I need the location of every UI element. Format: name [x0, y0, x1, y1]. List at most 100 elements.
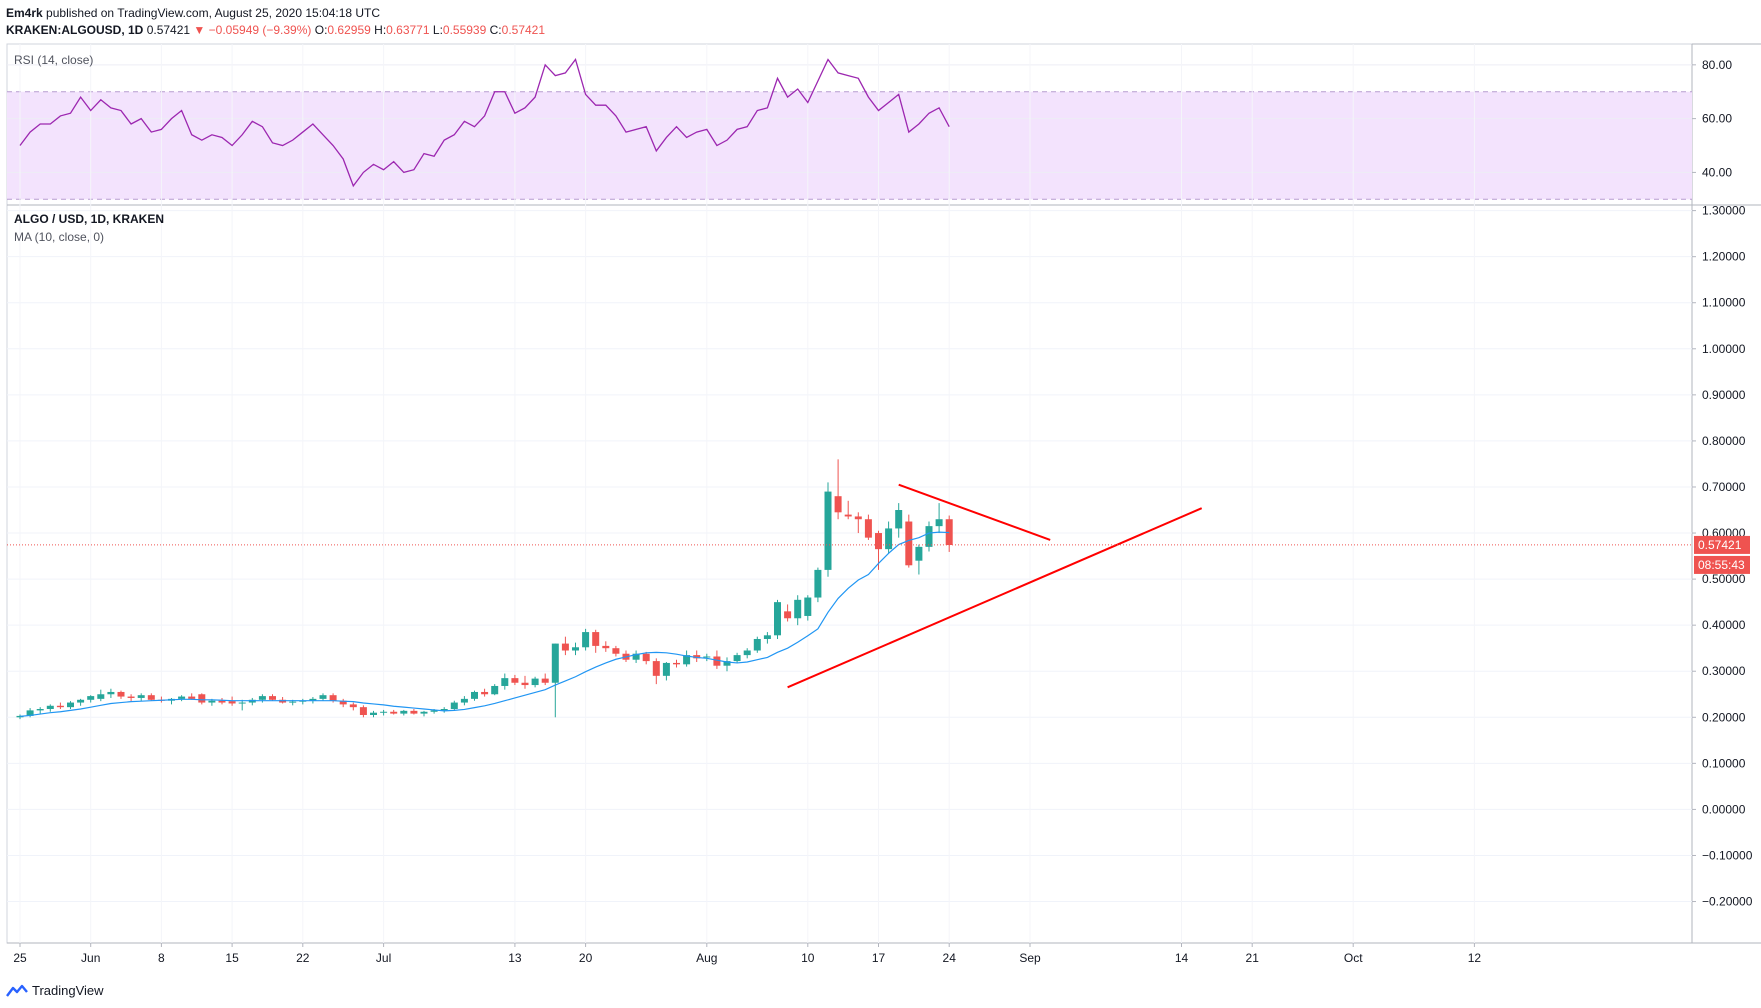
candle-body: [208, 700, 216, 703]
rsi-line: [19, 58, 950, 188]
candle-body: [551, 643, 559, 683]
candle-body: [814, 569, 822, 598]
candle-body: [572, 647, 579, 651]
ohlc-high: 0.63771: [386, 23, 430, 37]
time-tick-label: Aug: [696, 951, 717, 965]
time-tick-label: 20: [579, 951, 593, 965]
candle-body: [450, 702, 458, 710]
candle-body: [935, 519, 943, 527]
candle-body: [612, 648, 620, 654]
ohlc-close: 0.57421: [501, 23, 546, 37]
candle-body: [147, 695, 155, 700]
countdown-bg: [1694, 555, 1750, 574]
ohlc-low-key: L:: [432, 23, 443, 37]
candle-body: [854, 516, 862, 520]
time-tick-label: 12: [1468, 951, 1482, 965]
candle-body: [430, 710, 438, 712]
candle-body: [390, 711, 398, 714]
ohlc-open: 0.62959: [327, 23, 371, 37]
candle-body: [198, 694, 206, 703]
candle-body: [915, 546, 923, 561]
time-tick-label: 15: [225, 951, 239, 965]
candle-body: [723, 661, 731, 666]
author-name[interactable]: Em4rk: [6, 6, 43, 20]
ohlc-low: 0.55939: [442, 23, 487, 37]
time-tick-label: Sep: [1019, 951, 1041, 965]
candle-body: [713, 656, 721, 666]
candle-body: [26, 710, 34, 716]
candle-body: [784, 611, 792, 619]
ohlc-high-key: H:: [374, 23, 387, 37]
candle-body: [67, 702, 74, 708]
candle-body: [864, 519, 872, 538]
rsi-tick-label: 40.00: [1702, 165, 1732, 179]
candle-body: [218, 700, 226, 703]
candle-body: [703, 656, 711, 658]
resistance-trendline: [898, 483, 1051, 541]
price-tick-label: 0.80000: [1702, 434, 1746, 448]
ohlc-open-key: O:: [314, 23, 328, 37]
candle-body: [582, 632, 590, 648]
candle-body: [319, 695, 327, 699]
candle-body: [97, 694, 105, 699]
candle-body: [743, 650, 751, 656]
candle-body: [733, 655, 741, 662]
candle-body: [117, 691, 125, 697]
candle-body: [339, 700, 347, 705]
candle-body: [875, 533, 882, 550]
candle-body: [521, 682, 529, 686]
last-price: 0.57421: [146, 23, 191, 37]
price-countdown: 08:55:43: [1698, 558, 1745, 572]
candle-body: [77, 699, 85, 703]
candle-body: [844, 514, 852, 517]
candle-body: [178, 696, 186, 699]
candle-body: [683, 655, 691, 665]
price-tick-label: 1.30000: [1702, 204, 1746, 218]
price-pane-title: ALGO / USD, 1D, KRAKEN: [14, 212, 165, 226]
time-tick-label: 24: [943, 951, 957, 965]
candle-body: [592, 632, 600, 646]
candle-body: [238, 702, 246, 704]
ohlc-close-key: C:: [489, 23, 502, 37]
candle-body: [804, 597, 812, 616]
candle-body: [137, 695, 145, 698]
price-tick-label: −0.20000: [1702, 895, 1753, 909]
rsi-label[interactable]: RSI (14, close): [14, 53, 94, 67]
candle-body: [673, 662, 680, 665]
price-tick-label: 1.10000: [1702, 296, 1746, 310]
candle-body: [188, 696, 196, 699]
candle-body: [370, 712, 377, 715]
price-tick-label: 0.40000: [1702, 618, 1746, 632]
rsi-tick-label: 80.00: [1702, 58, 1732, 72]
candle-body: [329, 695, 337, 701]
candle-body: [46, 705, 54, 710]
candle-body: [501, 678, 509, 686]
price-tag-bg: [1694, 535, 1750, 554]
time-tick-label: 25: [13, 951, 27, 965]
symbol-label: KRAKEN:ALGOUSD, 1D: [6, 23, 144, 37]
price-tick-label: 0.70000: [1702, 480, 1746, 494]
tradingview-logo[interactable]: TradingView: [6, 983, 104, 998]
ma-label[interactable]: MA (10, close, 0): [14, 230, 105, 244]
price-tick-label: 0.00000: [1702, 802, 1746, 816]
candle-body: [56, 705, 64, 708]
price-tag-value: 0.57421: [1698, 538, 1742, 552]
candle-body: [794, 599, 802, 619]
candle-body: [16, 715, 24, 718]
time-tick-label: 13: [508, 951, 522, 965]
candle-body: [561, 643, 569, 651]
price-tick-label: −0.10000: [1702, 848, 1753, 862]
candle-body: [127, 696, 135, 698]
price-tick-label: 0.30000: [1702, 664, 1746, 678]
rsi-tick-label: 60.00: [1702, 112, 1732, 126]
candle-body: [359, 707, 367, 715]
tradingview-brand: TradingView: [32, 983, 104, 998]
candle-body: [541, 678, 549, 683]
candle-body: [824, 491, 832, 570]
time-tick-label: Jul: [376, 951, 391, 965]
candle-body: [531, 678, 539, 686]
time-tick-label: 8: [158, 951, 165, 965]
time-tick-label: Jun: [81, 951, 100, 965]
candle-body: [763, 635, 771, 639]
